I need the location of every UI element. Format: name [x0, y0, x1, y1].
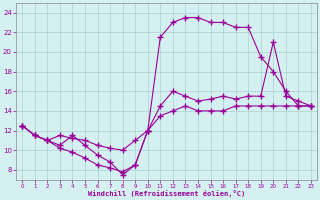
X-axis label: Windchill (Refroidissement éolien,°C): Windchill (Refroidissement éolien,°C)	[88, 190, 245, 197]
